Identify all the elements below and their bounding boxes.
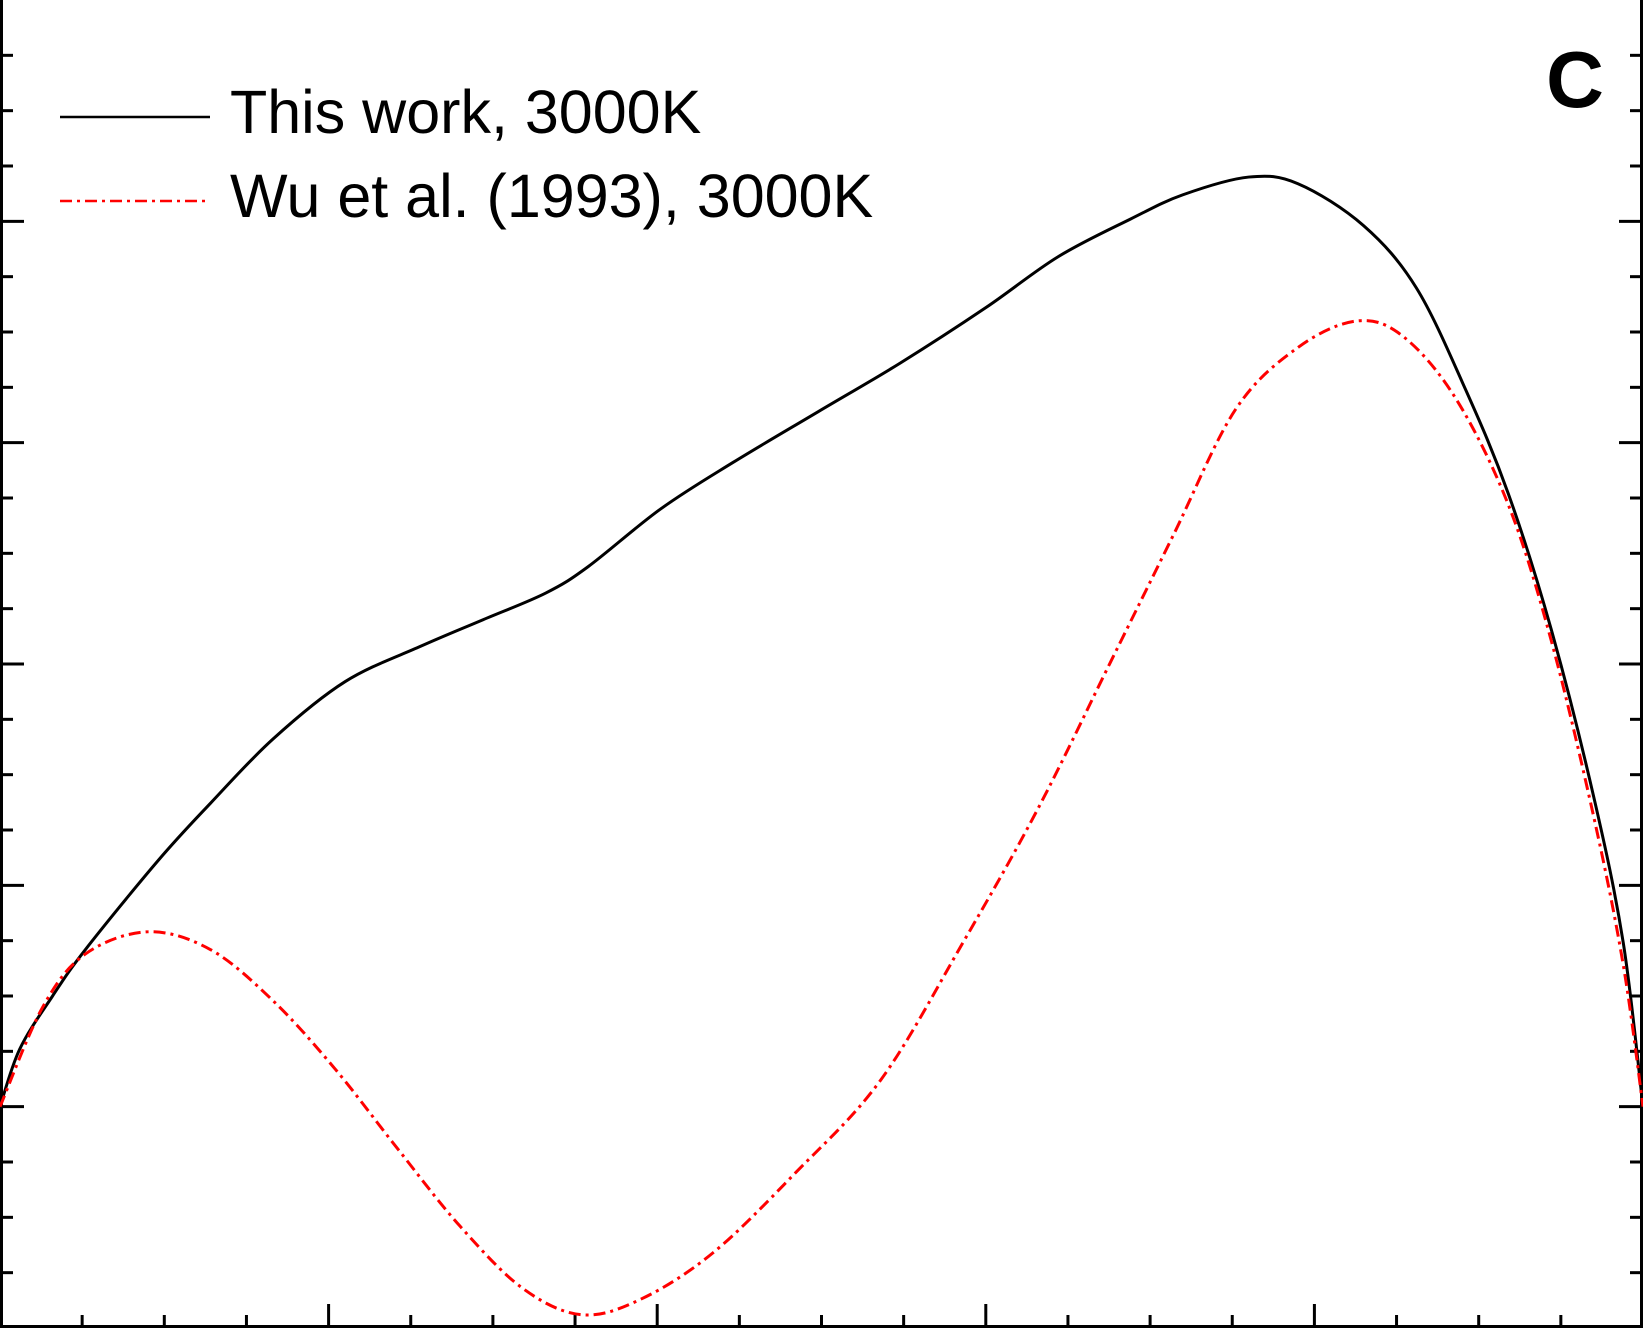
series-line bbox=[0, 174, 1643, 1108]
panel-label: C bbox=[1546, 35, 1604, 124]
series-line bbox=[0, 319, 1643, 1317]
legend-label: This work, 3000K bbox=[230, 78, 701, 146]
legend-label: Wu et al. (1993), 3000K bbox=[230, 162, 873, 230]
